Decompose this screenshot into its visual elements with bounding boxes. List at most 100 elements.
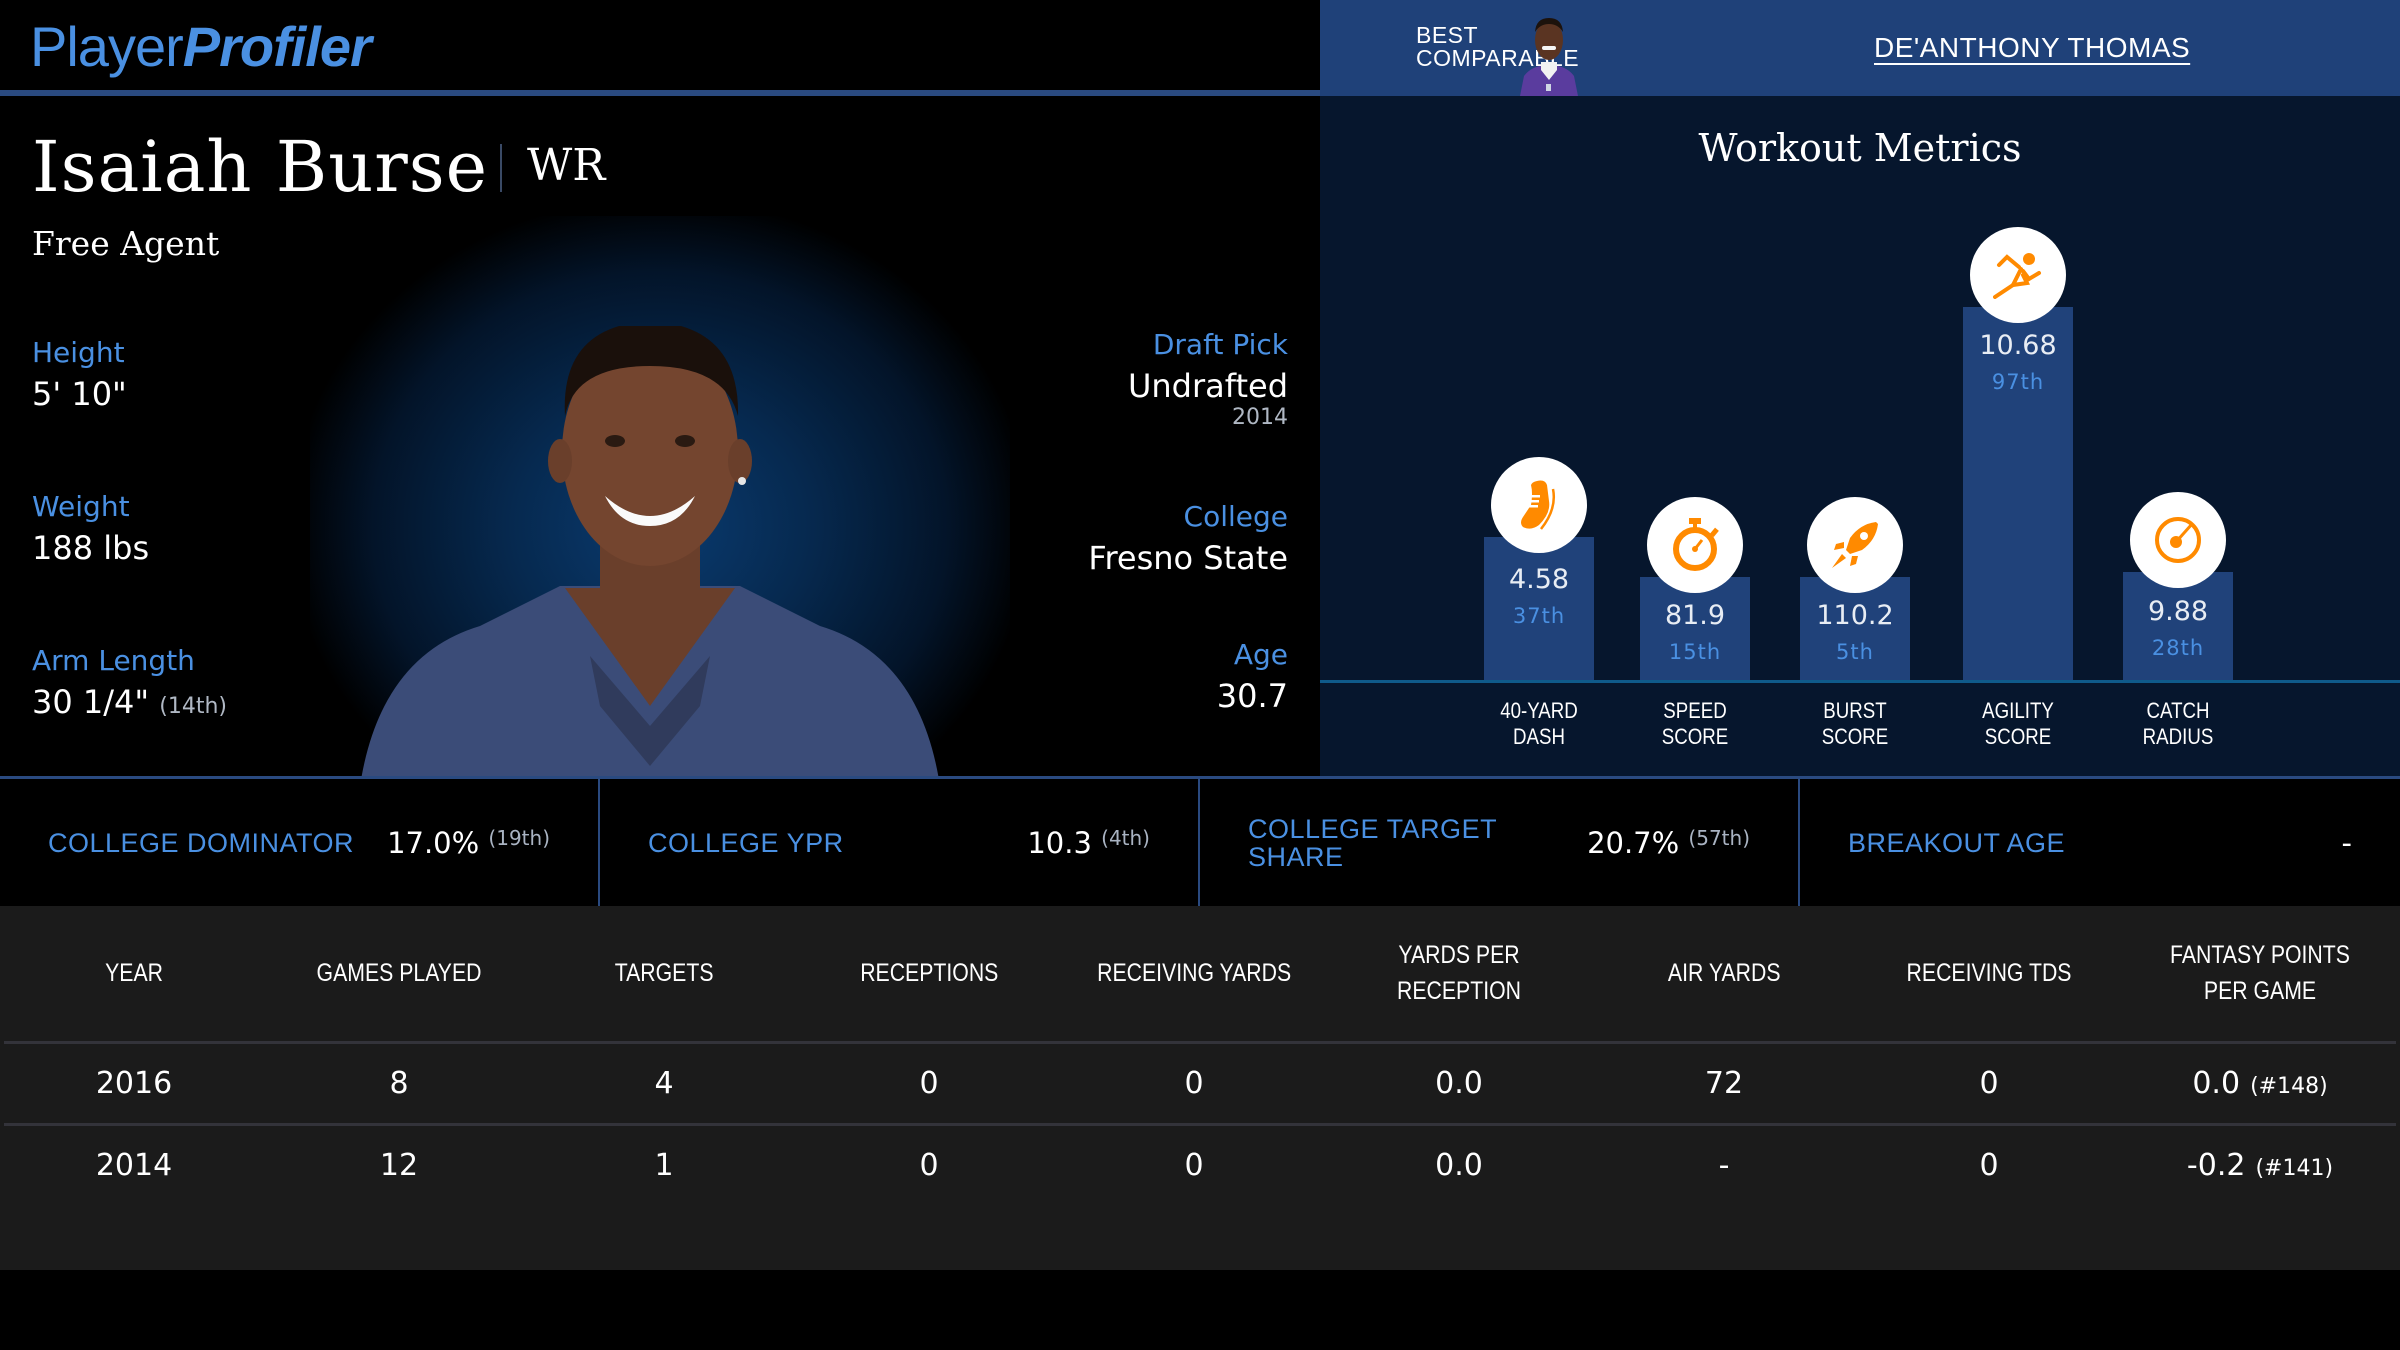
catch-radius-label-line1: CATCH xyxy=(2146,698,2210,723)
cell-rec-tds: 0 xyxy=(1854,1042,2124,1126)
college-ypr-rank: (4th) xyxy=(1101,825,1150,850)
agility-score-bar xyxy=(1963,307,2073,680)
col-games-played[interactable]: GAMES PLAYED xyxy=(264,906,534,1044)
forty-yard-dash-value: 4.58 xyxy=(1508,564,1570,595)
height-attribute: Height 5' 10" xyxy=(32,336,127,413)
weight-attribute: Weight 188 lbs xyxy=(32,490,149,567)
college-label: College xyxy=(1183,500,1288,533)
draft-pick-value: Undrafted xyxy=(1127,367,1288,405)
workout-metrics-panel: Workout Metrics 4.58 37th 40-YARD DASH 8… xyxy=(1320,96,2400,776)
site-logo[interactable]: PlayerProfiler xyxy=(30,14,372,80)
arm-length-attribute: Arm Length 30 1/4" (14th) xyxy=(32,644,227,721)
cell-games: 12 xyxy=(379,1148,419,1184)
college-target-share-cell: COLLEGE TARGET SHARE 20.7% (57th) xyxy=(1200,779,1800,906)
logo-profiler: Profiler xyxy=(182,15,372,78)
college-dominator-cell: COLLEGE DOMINATOR 17.0% (19th) xyxy=(0,779,600,906)
table-row: 2016 8 4 0 0 0.0 72 0 0.0 (#148) xyxy=(4,1042,2396,1126)
height-label: Height xyxy=(32,336,125,369)
college-dominator-label: COLLEGE DOMINATOR xyxy=(48,827,355,858)
cell-rec-yards: 0 xyxy=(1064,1042,1324,1126)
player-photo xyxy=(361,326,939,776)
weight-label: Weight xyxy=(32,490,130,523)
college-ypr-value: 10.3 xyxy=(1027,825,1092,860)
college-ypr-label: COLLEGE YPR xyxy=(648,827,844,858)
college-dominator-rank: (19th) xyxy=(488,825,550,850)
player-profile-panel: Isaiah Burse WR Free Agent Height 5' 10"… xyxy=(0,96,1320,776)
speed-score-bar xyxy=(1640,577,1750,680)
forty-yard-dash-label-line1: 40-YARD xyxy=(1500,698,1578,723)
burst-score-label-line1: BURST xyxy=(1823,698,1887,723)
burst-score-value: 110.2 xyxy=(1816,600,1894,631)
stopwatch-icon xyxy=(1647,497,1743,593)
speed-score-label-line2: SCORE xyxy=(1661,724,1729,749)
fppg-value: -0.2 xyxy=(2186,1148,2246,1184)
running-shoe-icon xyxy=(1491,457,1587,553)
agility-score-label: AGILITY SCORE xyxy=(1950,698,2086,750)
draft-year: 2014 xyxy=(1232,405,1288,430)
cell-games: 8 xyxy=(264,1042,534,1126)
cell-rec-yards: 0 xyxy=(1184,1148,1204,1184)
comparable-player-photo[interactable] xyxy=(1520,6,1578,96)
college-dominator-value: 17.0% xyxy=(387,825,480,860)
college-ypr-cell: COLLEGE YPR 10.3 (4th) xyxy=(600,779,1200,906)
header-divider xyxy=(0,90,1320,96)
season-stats-table: YEAR GAMES PLAYED TARGETS RECEPTIONS REC… xyxy=(0,906,2400,1270)
draft-pick-label: Draft Pick xyxy=(1152,328,1288,361)
workout-metrics-title: Workout Metrics xyxy=(1698,126,2022,170)
speed-score-value: 81.9 xyxy=(1664,600,1726,631)
catch-radius-label-line2: RADIUS xyxy=(2142,724,2214,749)
burst-score-label: BURST SCORE xyxy=(1787,698,1923,750)
college-target-share-rank: (57th) xyxy=(1688,825,1750,850)
cell-air-yards: 72 xyxy=(1594,1042,1854,1126)
col-receiving-yards[interactable]: RECEIVING YARDS xyxy=(1064,906,1324,1044)
arm-length-value: 30 1/4" xyxy=(32,683,150,721)
best-comparable-banner: BEST COMPARABLE DE'ANTHONY THOMAS xyxy=(1320,0,2400,96)
col-receiving-tds[interactable]: RECEIVING TDS xyxy=(1854,906,2124,1044)
cell-year: 2016 xyxy=(4,1042,264,1126)
cell-air-yards: - xyxy=(1718,1148,1730,1184)
forty-yard-dash-label-line2: DASH xyxy=(1513,724,1565,749)
cell-rec-tds: 0 xyxy=(1979,1148,1999,1184)
agility-score-value: 10.68 xyxy=(1979,330,2057,361)
catch-radius-percentile: 28th xyxy=(2151,636,2205,660)
cell-targets: 1 xyxy=(654,1148,674,1184)
col-yards-per-reception[interactable]: YARDS PER RECEPTION xyxy=(1324,906,1594,1044)
breakout-age-cell: BREAKOUT AGE - xyxy=(1800,779,2400,906)
catch-radius-bar xyxy=(2123,572,2233,680)
agility-score-label-line2: SCORE xyxy=(1984,724,2052,749)
breakout-age-value: - xyxy=(2341,825,2352,860)
age-attribute: Age 30.7 xyxy=(1217,638,1288,715)
col-fantasy-points-per-game[interactable]: FANTASY POINTS PER GAME xyxy=(2124,906,2396,1044)
speed-score-label: SPEED SCORE xyxy=(1627,698,1763,750)
best-comparable-label-line2: COMPARABLE xyxy=(1416,45,1580,71)
age-label: Age xyxy=(1233,638,1288,671)
speed-score-label-line1: SPEED xyxy=(1663,698,1727,723)
speed-score-percentile: 15th xyxy=(1668,640,1722,664)
age-value: 30.7 xyxy=(1216,677,1288,715)
college-target-share-value: 20.7% xyxy=(1587,825,1680,860)
agility-score-percentile: 97th xyxy=(1991,370,2045,394)
burst-score-label-line2: SCORE xyxy=(1821,724,1889,749)
forty-yard-dash-percentile: 37th xyxy=(1512,604,1566,628)
col-air-yards[interactable]: AIR YARDS xyxy=(1594,906,1854,1044)
col-receptions[interactable]: RECEPTIONS xyxy=(794,906,1064,1044)
college-target-share-label: COLLEGE TARGET SHARE xyxy=(1248,813,1497,872)
header-bar: PlayerProfiler xyxy=(0,0,1320,90)
draft-pick-attribute: Draft Pick Undrafted 2014 xyxy=(1128,328,1288,430)
cell-fppg: -0.2 (#141) xyxy=(2124,1124,2396,1206)
best-comparable-label: BEST COMPARABLE xyxy=(1416,24,1579,70)
college-attribute: College Fresno State xyxy=(1088,500,1288,577)
best-comparable-link[interactable]: DE'ANTHONY THOMAS xyxy=(1874,32,2191,63)
arm-length-label: Arm Length xyxy=(32,644,195,677)
page-footer-space xyxy=(0,1270,2400,1350)
col-targets[interactable]: TARGETS xyxy=(534,906,794,1044)
cell-fppg: 0.0 (#148) xyxy=(2124,1042,2396,1126)
arm-length-rank: (14th) xyxy=(159,694,228,719)
chart-baseline xyxy=(1320,680,2400,683)
table-row: 2014 12 1 0 0 0.0 - 0 -0.2 (#141) xyxy=(4,1124,2396,1206)
fppg-rank: (#141) xyxy=(2255,1156,2334,1182)
col-year[interactable]: YEAR xyxy=(4,906,264,1044)
cell-ypr: 0.0 xyxy=(1324,1042,1594,1126)
table-header-row: YEAR GAMES PLAYED TARGETS RECEPTIONS REC… xyxy=(4,906,2396,1044)
breakout-age-label: BREAKOUT AGE xyxy=(1848,827,2066,858)
